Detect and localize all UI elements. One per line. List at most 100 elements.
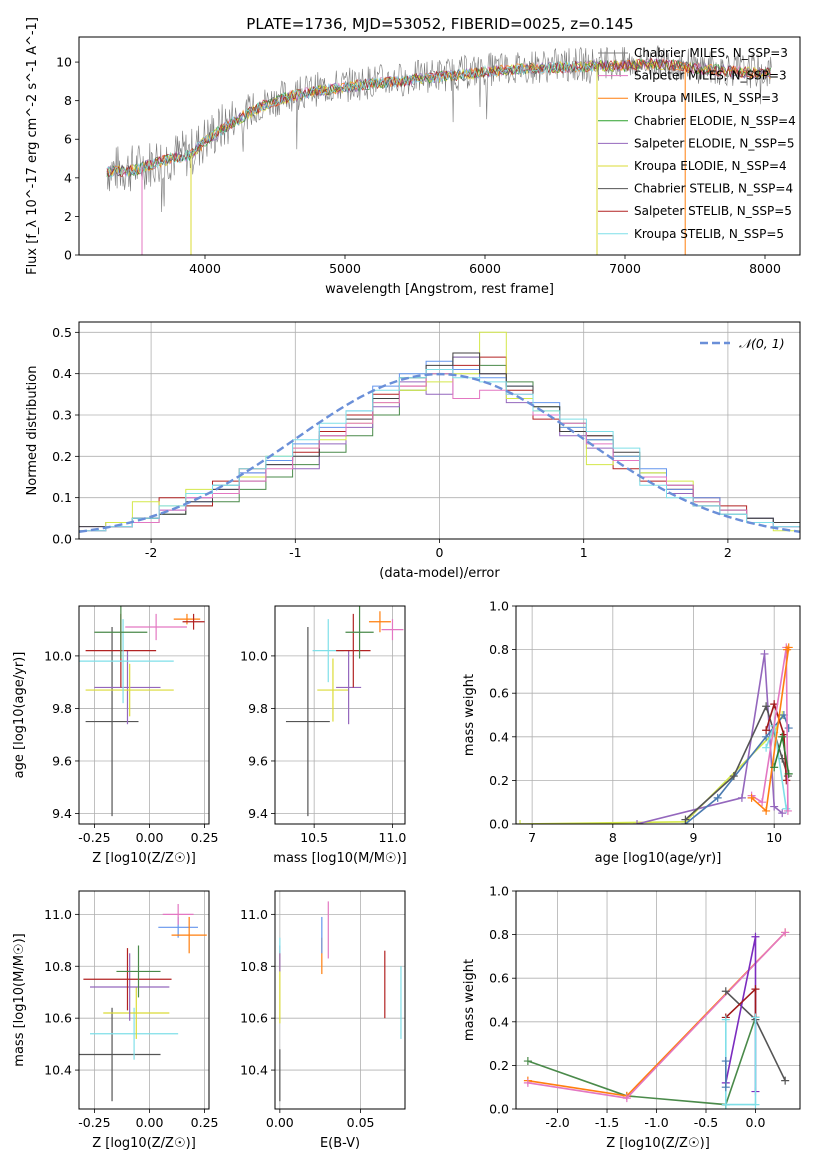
weight-marker: [782, 776, 791, 785]
weight-marker: [762, 702, 771, 711]
weight-marker: [760, 649, 769, 658]
x-tick-label: 0.05: [347, 1115, 375, 1130]
panel-age_vs_Z: -0.25 0.00 0.25 9.4 9.6 9.8 10.0 Z [log10(Z/Z☉)…: [12, 605, 219, 866]
legend-label: Chabrier MILES, N_SSP=3: [634, 46, 788, 60]
legend-label: Salpeter STELIB, N_SSP=5: [634, 204, 792, 218]
axes-frame: [78, 321, 801, 540]
y-tick-label: 11.0: [44, 907, 72, 922]
y-tick-label: 9.8: [248, 701, 268, 716]
weight-marker: [751, 1013, 760, 1022]
legend-label: Salpeter ELODIE, N_SSP=5: [634, 136, 795, 150]
weight-marker: [770, 802, 779, 811]
weight-marker: [783, 645, 792, 654]
x-tick-label: 7000: [609, 261, 641, 276]
y-tick-label: 11.0: [240, 907, 268, 922]
y-tick-label: 10.6: [240, 1011, 268, 1026]
y-tick-label: 0: [64, 248, 72, 263]
y-tick-label: 10.0: [240, 648, 268, 663]
x-tick-label: -0.5: [694, 1115, 718, 1130]
weight-marker: [751, 932, 760, 941]
weight-line: [527, 1017, 757, 1106]
x-tick-label: -2: [145, 545, 157, 560]
weight-marker: [729, 772, 738, 781]
legend-label: Kroupa STELIB, N_SSP=5: [634, 227, 784, 241]
model-line: [106, 61, 597, 178]
panel-weight_vs_Z: -2.0 -1.5 -1.0 -0.5 0.0 0.0 0.2 0.4 0.6 0.8 1.0 Z […: [462, 884, 801, 1151]
x-axis-label: mass [log10(M/M☉)]: [273, 851, 406, 866]
x-tick-label: 0.00: [136, 830, 164, 845]
panel-weight_vs_age: 7 8 9 10 0.0 0.2 0.4 0.6 0.8 1.0 age [log10(age/yr…: [462, 599, 801, 866]
weight-marker: [751, 1100, 760, 1109]
x-tick-label: 0.00: [266, 1115, 294, 1130]
x-axis-label: age [log10(age/yr)]: [595, 851, 722, 866]
y-tick-label: 9.4: [248, 806, 268, 821]
weight-line: [751, 647, 789, 811]
y-axis-label: Flux [f_λ 10^-17 erg cm^-2 s^-1 A^-1]: [25, 17, 40, 275]
y-tick-label: 0.5: [52, 325, 72, 340]
weight-marker: [523, 1078, 532, 1087]
y-tick-label: 0.4: [489, 729, 509, 744]
x-tick-label: 9: [690, 830, 698, 845]
weight-marker: [758, 798, 767, 807]
y-tick-label: 9.8: [52, 701, 72, 716]
weight-marker: [781, 1076, 790, 1085]
y-tick-label: 0.2: [489, 773, 509, 788]
y-axis-label: age [log10(age/yr)]: [12, 652, 27, 779]
x-tick-label: 5000: [329, 261, 361, 276]
histogram-step-line: [79, 369, 800, 539]
figure-title: PLATE=1736, MJD=53052, FIBERID=0025, z=0…: [246, 15, 633, 33]
x-tick-label: 0: [436, 545, 444, 560]
weight-marker: [781, 928, 790, 937]
legend-label: Chabrier ELODIE, N_SSP=4: [634, 114, 796, 128]
weight-marker: [762, 726, 771, 735]
x-axis-label: E(B-V): [320, 1136, 360, 1151]
weight-marker: [751, 985, 760, 994]
plot-area: [79, 331, 800, 539]
axes-frame: [78, 605, 210, 825]
weight-marker: [747, 793, 756, 802]
legend-label: Chabrier STELIB, N_SSP=4: [634, 182, 793, 196]
x-tick-label: -2.0: [545, 1115, 569, 1130]
y-tick-label: 2: [64, 209, 72, 224]
weight-marker: [782, 804, 791, 813]
y-tick-label: 10.8: [240, 959, 268, 974]
x-tick-label: -1: [289, 545, 301, 560]
weight-marker: [721, 1100, 730, 1109]
legend-label: Kroupa MILES, N_SSP=3: [634, 91, 779, 105]
x-tick-label: 0.00: [136, 1115, 164, 1130]
axes-frame: [78, 36, 801, 256]
y-tick-label: 0.6: [489, 686, 509, 701]
x-axis-label: Z [log10(Z/Z☉)]: [92, 1136, 196, 1151]
normal-reference-curve: [79, 372, 800, 533]
x-tick-label: 0.0: [746, 1115, 766, 1130]
x-tick-label: 6000: [469, 261, 501, 276]
weight-marker: [721, 1015, 730, 1024]
weight-marker: [784, 724, 793, 733]
y-tick-label: 10.4: [240, 1063, 268, 1078]
plot-area: [79, 606, 205, 817]
x-axis-label: wavelength [Angstrom, rest frame]: [325, 282, 554, 297]
weight-marker: [633, 820, 642, 824]
plot-area: [523, 928, 790, 1109]
y-tick-label: 0.4: [52, 366, 72, 381]
model-line: [106, 58, 771, 176]
y-tick-label: 0.0: [489, 1102, 509, 1117]
y-tick-label: 4: [64, 170, 72, 185]
legend-label: Salpeter MILES, N_SSP=3: [634, 69, 787, 83]
y-tick-label: 0.0: [489, 817, 509, 832]
y-tick-label: 0.3: [52, 408, 72, 423]
weight-line: [751, 646, 790, 813]
weight-marker: [778, 732, 787, 741]
y-tick-label: 0.0: [52, 532, 72, 547]
y-tick-label: 0.2: [52, 449, 72, 464]
legend-label: 𝒩(0, 1): [739, 336, 785, 351]
y-axis-label: Normed distribution: [25, 366, 40, 496]
panel-spectrum: 4000 5000 6000 7000 8000 0 2 4 6 8 10 wavelength [A…: [25, 17, 801, 297]
x-axis-label: Z [log10(Z/Z☉)]: [606, 1136, 710, 1151]
y-tick-label: 0.8: [489, 927, 509, 942]
plot-area: [285, 606, 404, 817]
x-tick-label: 8: [609, 830, 617, 845]
y-tick-label: 10.0: [44, 648, 72, 663]
legend-label: Kroupa ELODIE, N_SSP=4: [634, 159, 787, 173]
